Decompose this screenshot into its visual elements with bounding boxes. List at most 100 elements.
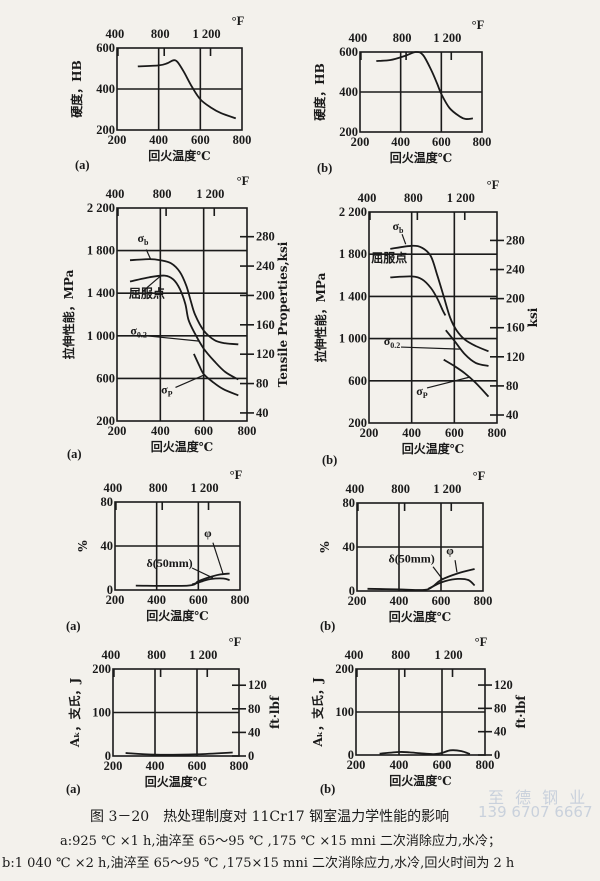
y-tick-label: 200 <box>96 123 115 137</box>
caption-condition-a: a:925 ℃ ×1 h,油淬至 65～95 ℃ ,175 ℃ ×15 mni … <box>60 834 502 849</box>
x-tick-label: 200 <box>360 426 379 440</box>
curve-annotation: σP <box>416 384 428 400</box>
right-axis-tick-label: 200 <box>506 292 525 306</box>
x-tick-label: 400 <box>402 426 421 440</box>
y-tick-label: 400 <box>96 82 115 96</box>
plot-frame <box>368 211 498 424</box>
annotation-leader <box>175 374 204 389</box>
y-tick-label: 600 <box>96 41 115 55</box>
x-tick-label: 600 <box>194 424 213 438</box>
annotation-symbol: σ <box>161 382 168 396</box>
series-curve-1 <box>376 51 474 120</box>
panel-label: (a) <box>67 447 82 461</box>
annotation-symbol: σ <box>384 334 391 348</box>
y-tick-label: 600 <box>96 371 115 385</box>
annotation-leader <box>426 376 471 389</box>
series-curve-4 <box>443 358 490 398</box>
y-tick-label: 80 <box>343 496 356 510</box>
right-axis-tick-label: 80 <box>256 377 269 391</box>
top-axis-unit: °F <box>487 178 500 192</box>
y-tick-label: 1 400 <box>339 289 367 303</box>
y-tick-label: 100 <box>92 706 111 720</box>
top-axis-tick-label: 800 <box>391 648 410 662</box>
annotation-subscript: P <box>423 391 428 400</box>
x-axis-label: 回火温度℃ <box>145 774 207 789</box>
y-tick-label: 40 <box>343 540 356 554</box>
annotation-leader <box>142 275 161 292</box>
curve-annotation: σ0.2 <box>384 334 401 350</box>
top-axis-tick-label: 1 200 <box>196 187 224 201</box>
top-axis-tick-label: 800 <box>404 191 423 205</box>
series-curve-1 <box>125 751 233 756</box>
top-axis-tick-label: 800 <box>149 481 168 495</box>
annotation-leader <box>145 249 152 260</box>
annotation-leader <box>212 542 224 574</box>
series-curve-1 <box>390 244 489 353</box>
top-axis-tick-label: 1 200 <box>434 648 462 662</box>
annotation-leader <box>432 566 444 581</box>
y-tick-label: 0 <box>105 749 111 763</box>
top-axis-tick-label: 400 <box>102 648 121 662</box>
top-axis-tick-label: 400 <box>346 482 365 496</box>
series-curve-2 <box>390 275 447 316</box>
annotation-subscript: b <box>399 226 404 235</box>
top-axis-tick-label: 1 200 <box>189 648 217 662</box>
curve-annotation: δ(50mm) <box>146 556 192 570</box>
series-curve-1 <box>129 258 239 346</box>
x-tick-label: 400 <box>146 759 165 773</box>
right-axis-tick-label: 40 <box>506 408 519 422</box>
watermark-phone: 139 6707 6667 <box>478 803 593 821</box>
top-axis-tick-label: 800 <box>153 187 172 201</box>
series-curve-3 <box>445 329 489 367</box>
right-axis-tick-label: 40 <box>256 406 269 420</box>
x-axis-label: 回火温度℃ <box>146 608 208 623</box>
x-tick-label: 400 <box>390 594 409 608</box>
y-tick-label: 40 <box>101 539 114 553</box>
top-axis-unit: °F <box>229 635 242 649</box>
right-axis-label: ft·lbf <box>514 695 528 729</box>
right-axis-tick-label: 280 <box>256 230 275 244</box>
annotation-symbol: φ <box>446 544 454 558</box>
top-axis-tick-label: 1 200 <box>433 482 461 496</box>
y-axis-label: % <box>76 540 90 552</box>
panel-label: (b) <box>320 619 335 633</box>
right-axis-tick-label: 160 <box>256 318 275 332</box>
x-tick-label: 600 <box>432 594 451 608</box>
panel-label: (a) <box>66 619 81 633</box>
x-tick-label: 600 <box>433 758 452 772</box>
y-tick-label: 1 400 <box>87 286 115 300</box>
curve-annotation: σ0.2 <box>130 324 147 340</box>
right-axis-tick-label: 240 <box>256 259 275 273</box>
y-axis-label: 拉伸性能，MPa <box>313 272 328 362</box>
y-tick-label: 1 000 <box>87 329 115 343</box>
x-axis-label: 回火温度℃ <box>389 773 451 788</box>
figure-caption-title: 图 3－20 热处理制度对 11Cr17 钢室温力学性能的影响 <box>90 809 450 825</box>
top-axis-tick-label: 1 200 <box>447 191 475 205</box>
top-axis-tick-label: 400 <box>104 481 123 495</box>
right-axis-label: ft·lbf <box>268 695 282 729</box>
x-tick-label: 800 <box>238 424 257 438</box>
annotation-subscript: P <box>168 389 173 398</box>
x-tick-label: 400 <box>147 593 166 607</box>
right-axis-tick-label: 200 <box>256 288 275 302</box>
y-tick-label: 0 <box>107 583 113 597</box>
right-axis-tick-label: 80 <box>506 379 519 393</box>
top-axis-unit: °F <box>473 469 486 483</box>
x-axis-label: 回火温度℃ <box>389 609 451 624</box>
curve-annotation: δ(50mm) <box>388 551 434 565</box>
x-axis-label: 回火温度℃ <box>151 439 213 454</box>
annotation-symbol: φ <box>204 526 212 540</box>
right-axis-tick-label: 40 <box>248 725 261 739</box>
annotation-subscript: 0.2 <box>390 341 400 350</box>
right-axis-tick-label: 40 <box>494 725 507 739</box>
x-tick-label: 400 <box>390 758 409 772</box>
x-tick-label: 200 <box>348 594 367 608</box>
top-axis-unit: °F <box>475 635 488 649</box>
y-tick-label: 200 <box>339 125 358 139</box>
annotation-symbol: δ(50mm) <box>146 556 192 570</box>
